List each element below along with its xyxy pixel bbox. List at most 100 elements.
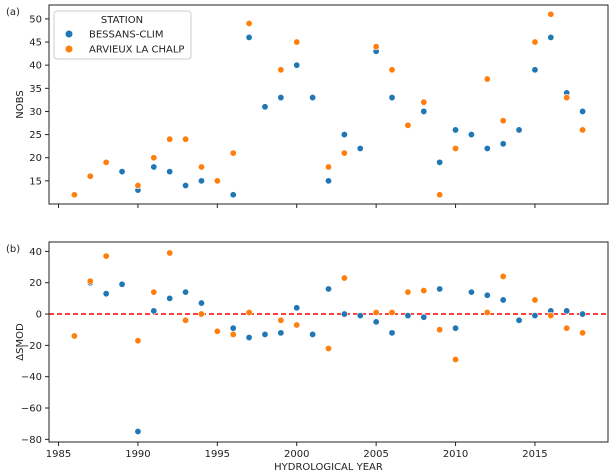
y-tick-label: 0 xyxy=(36,310,42,321)
data-point xyxy=(452,144,460,152)
data-point xyxy=(229,330,237,338)
y-tick-label: 40 xyxy=(29,61,42,72)
data-point xyxy=(483,144,491,152)
y-tick-label: −20 xyxy=(21,341,42,352)
axes-frame xyxy=(48,4,609,205)
x-tick-label: 1995 xyxy=(205,449,230,460)
legend-marker xyxy=(65,45,73,53)
data-point xyxy=(324,177,332,185)
legend-entry: BESSANS-CLIM xyxy=(89,30,163,41)
data-point xyxy=(579,107,587,115)
data-point xyxy=(293,61,301,69)
axes-frame xyxy=(48,241,609,443)
data-point xyxy=(277,66,285,74)
data-point xyxy=(483,291,491,299)
data-point xyxy=(197,299,205,307)
data-point xyxy=(420,313,428,321)
data-point xyxy=(420,287,428,295)
data-point xyxy=(340,131,348,139)
y-tick-label: 40 xyxy=(29,247,42,258)
data-point xyxy=(182,135,190,143)
data-point xyxy=(86,172,94,180)
panel-label: (b) xyxy=(6,244,20,255)
data-point xyxy=(436,158,444,166)
data-point xyxy=(404,121,412,129)
data-point xyxy=(531,312,539,320)
data-point xyxy=(499,272,507,280)
series-bessans xyxy=(86,279,587,436)
data-point xyxy=(229,324,237,332)
data-point xyxy=(197,310,205,318)
data-point xyxy=(563,324,571,332)
data-point xyxy=(324,344,332,352)
data-point xyxy=(166,249,174,257)
data-point xyxy=(531,38,539,46)
data-point xyxy=(388,94,396,102)
data-point xyxy=(340,149,348,157)
data-point xyxy=(499,296,507,304)
data-point xyxy=(356,312,364,320)
data-point xyxy=(213,177,221,185)
series-bessans xyxy=(118,33,587,199)
subplot-a: 15 20 25 30 35 40 45 50 (a) NOBS STATION BESSANS-CL… xyxy=(6,4,609,208)
data-point xyxy=(483,75,491,83)
data-point xyxy=(436,326,444,334)
data-point xyxy=(515,126,523,134)
data-point xyxy=(70,332,78,340)
data-point xyxy=(452,126,460,134)
data-point xyxy=(515,316,523,324)
data-point xyxy=(563,307,571,315)
data-point xyxy=(420,107,428,115)
x-axis-label: HYDROLOGICAL YEAR xyxy=(274,462,383,473)
series-arvieux xyxy=(70,10,587,199)
data-point xyxy=(388,329,396,337)
data-point xyxy=(229,191,237,199)
data-point xyxy=(340,310,348,318)
data-point xyxy=(388,308,396,316)
data-point xyxy=(547,10,555,18)
data-point xyxy=(372,308,380,316)
data-point xyxy=(197,163,205,171)
x-tick-label: 1990 xyxy=(125,449,150,460)
data-point xyxy=(102,158,110,166)
data-point xyxy=(563,94,571,102)
data-point xyxy=(324,285,332,293)
data-point xyxy=(134,337,142,345)
data-point xyxy=(150,288,158,296)
data-point xyxy=(102,252,110,260)
data-point xyxy=(213,327,221,335)
y-tick-label: 45 xyxy=(29,38,42,49)
data-point xyxy=(579,329,587,337)
x-tick-label: 2015 xyxy=(522,449,547,460)
data-point xyxy=(404,288,412,296)
data-point xyxy=(197,177,205,185)
data-point xyxy=(277,316,285,324)
data-point xyxy=(102,290,110,298)
y-tick-label: 30 xyxy=(29,107,42,118)
data-point xyxy=(182,288,190,296)
data-point xyxy=(150,154,158,162)
data-point xyxy=(277,329,285,337)
data-point xyxy=(182,316,190,324)
data-point xyxy=(467,131,475,139)
y-tick-label: 50 xyxy=(29,14,42,25)
data-point xyxy=(166,168,174,176)
data-point xyxy=(452,355,460,363)
data-point xyxy=(245,33,253,41)
data-point xyxy=(499,117,507,125)
data-point xyxy=(309,330,317,338)
data-point xyxy=(293,38,301,46)
y-tick-label: −60 xyxy=(21,404,42,415)
data-point xyxy=(86,277,94,285)
data-point xyxy=(547,312,555,320)
data-point xyxy=(452,324,460,332)
data-point xyxy=(166,135,174,143)
legend-marker xyxy=(65,30,73,38)
data-point xyxy=(499,140,507,148)
panel-label: (a) xyxy=(6,7,20,18)
data-point xyxy=(579,126,587,134)
data-point xyxy=(340,274,348,282)
y-tick-label: 25 xyxy=(29,130,42,141)
